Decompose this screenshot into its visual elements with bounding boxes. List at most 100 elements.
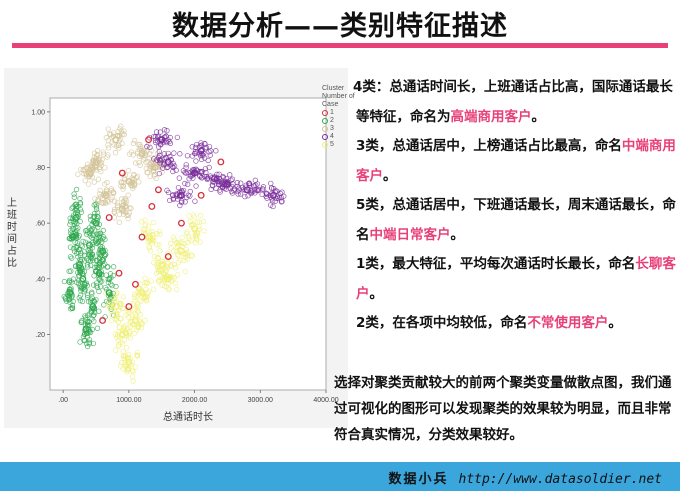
point-cloud-5: [197, 239, 203, 245]
point-cloud-3: [91, 179, 97, 185]
point-cloud-3: [105, 145, 112, 151]
point-cloud-4: [242, 193, 248, 200]
point-cloud-5: [151, 260, 157, 266]
point-series-1: [177, 219, 185, 227]
point-cloud-5: [133, 304, 139, 311]
point-cloud-5: [193, 235, 199, 241]
point-cloud-4: [193, 158, 199, 164]
point-cloud-4: [213, 148, 219, 154]
point-cloud-4: [202, 166, 209, 172]
legend-item-3: 3: [322, 125, 356, 133]
point-cloud-2: [101, 302, 107, 308]
point-cloud-3: [149, 148, 155, 154]
point-cloud-4: [183, 170, 189, 176]
point-cloud-5: [182, 268, 188, 274]
point-cloud-2: [75, 254, 81, 260]
point-cloud-3: [121, 128, 127, 134]
point-series-2: [69, 233, 77, 241]
point-cloud-3: [128, 205, 134, 211]
point-series-2: [105, 289, 113, 297]
point-cloud-4: [205, 157, 211, 164]
point-cloud-5: [125, 333, 132, 339]
point-series-3: [102, 191, 110, 199]
point-cloud-2: [68, 268, 74, 274]
point-cloud-4: [208, 186, 214, 193]
point-cloud-4: [171, 150, 177, 156]
point-cloud-5: [129, 318, 135, 324]
point-series-1: [115, 269, 123, 277]
footer-text: 数据小兵 http://www.datasoldier.net: [388, 468, 662, 487]
point-series-3: [151, 164, 159, 171]
point-cloud-2: [71, 194, 77, 200]
point-cloud-3: [100, 149, 106, 155]
point-cloud-2: [76, 246, 83, 252]
title-underline: [12, 43, 668, 48]
point-cloud-2: [77, 195, 83, 202]
footer-url[interactable]: http://www.datasoldier.net: [458, 472, 663, 487]
point-cloud-4: [267, 202, 274, 208]
point-cloud-2: [82, 313, 88, 319]
legend-title: Cluster Number of Case: [322, 85, 355, 108]
point-cloud-4: [177, 202, 183, 209]
point-cloud-5: [155, 278, 162, 284]
point-cloud-4: [254, 187, 260, 193]
point-cloud-5: [157, 277, 163, 283]
point-cloud-2: [73, 224, 79, 231]
point-cloud-2: [67, 244, 74, 250]
point-cloud-2: [87, 233, 93, 239]
point-cloud-2: [108, 275, 114, 281]
point-cloud-5: [142, 217, 148, 223]
point-series-1: [125, 303, 133, 311]
point-series-1: [164, 253, 172, 260]
legend-label: 2: [330, 117, 334, 124]
point-cloud-4: [147, 144, 153, 151]
legend-swatch: [322, 118, 328, 124]
point-cloud-2: [69, 255, 75, 261]
point-series-5: [158, 261, 166, 269]
point-cloud-4: [248, 190, 254, 197]
point-cloud-3: [123, 203, 129, 209]
point-cloud-3: [126, 210, 132, 216]
point-series-5: [145, 233, 153, 241]
point-cloud-2: [70, 245, 77, 252]
point-cloud-5: [121, 352, 127, 359]
point-cloud-3: [80, 167, 86, 173]
point-cloud-5: [132, 364, 139, 370]
point-cloud-3: [90, 166, 96, 172]
x-axis-label: 总通话时长: [163, 410, 213, 423]
point-cloud-3: [97, 187, 103, 194]
point-cloud-4: [238, 180, 244, 186]
point-cloud-4: [153, 139, 159, 146]
point-cloud-2: [69, 305, 76, 312]
point-cloud-5: [175, 259, 181, 266]
y-tick-label: 1.00: [31, 109, 45, 116]
point-cloud-4: [177, 189, 183, 195]
point-cloud-3: [158, 163, 164, 169]
point-cloud-2: [77, 292, 84, 299]
point-cloud-5: [146, 245, 153, 251]
point-cloud-4: [192, 198, 198, 204]
point-series-1: [99, 317, 107, 324]
point-cloud-3: [86, 174, 92, 180]
point-cloud-3: [119, 180, 125, 186]
point-series-2: [99, 247, 107, 255]
point-cloud-5: [174, 272, 181, 278]
point-series-3: [112, 136, 120, 144]
point-cloud-4: [153, 157, 160, 163]
point-cloud-4: [269, 190, 275, 197]
summary-text: 选择对聚类贡献较大的前两个聚类变量做散点图，我们通过可视化的图形可以发现聚类的效…: [334, 375, 672, 443]
point-cloud-3: [121, 198, 127, 205]
point-cloud-4: [256, 186, 262, 193]
point-cloud-3: [129, 182, 135, 189]
point-cloud-5: [123, 345, 130, 351]
point-cloud-3: [95, 198, 101, 204]
point-cloud-3: [111, 190, 117, 196]
point-cloud-5: [129, 374, 136, 380]
point-cloud-4: [183, 162, 189, 168]
point-cloud-2: [89, 234, 95, 241]
point-cloud-3: [85, 161, 91, 167]
point-cloud-5: [150, 219, 156, 226]
point-cloud-3: [147, 150, 153, 157]
point-cloud-2: [99, 244, 105, 250]
scatter-chart-panel: .00 1000.00 2000.00 3000.00 4000.00 .20 .40 .60…: [4, 68, 348, 428]
